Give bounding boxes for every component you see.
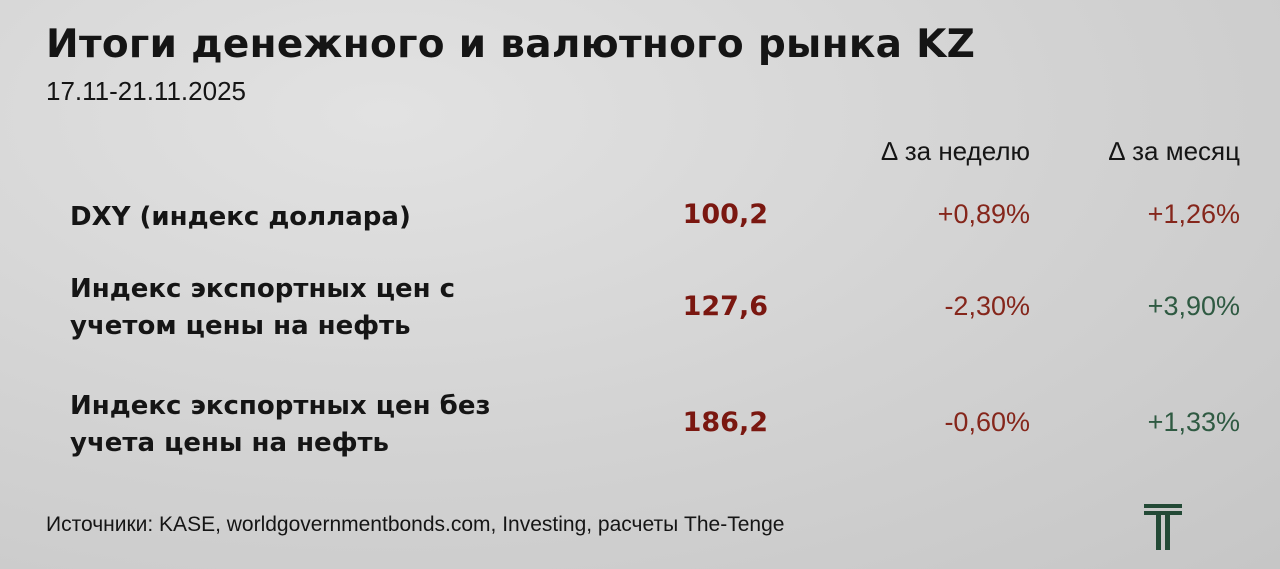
row-month-change: +1,26% <box>1147 199 1240 229</box>
row-week-change: -0,60% <box>944 407 1030 437</box>
row-label-line2: учета цены на нефть <box>70 428 389 458</box>
row-label: Индекс экспортных цен без <box>70 391 491 421</box>
row-week-change: -2,30% <box>944 291 1030 321</box>
row-label: DXY (индекс доллара) <box>70 202 411 232</box>
row-value: 186,2 <box>682 407 768 438</box>
header-month-change: ∆ за месяц <box>1108 136 1240 166</box>
the-tenge-t-logo-icon <box>1144 504 1182 550</box>
row-month-change: +1,33% <box>1147 407 1240 437</box>
row-value: 100,2 <box>682 199 768 230</box>
row-week-change: +0,89% <box>937 199 1030 229</box>
period-subtitle: 17.11-21.11.2025 <box>46 76 246 106</box>
row-label-line2: учетом цены на нефть <box>70 311 411 341</box>
row-value: 127,6 <box>682 291 768 322</box>
page-title: Итоги денежного и валютного рынка KZ <box>46 22 976 67</box>
sources-footer: Источники: KASE, worldgovernmentbonds.co… <box>46 513 785 536</box>
row-month-change: +3,90% <box>1147 291 1240 321</box>
row-label: Индекс экспортных цен с <box>70 274 456 304</box>
header-week-change: ∆ за неделю <box>881 136 1030 166</box>
